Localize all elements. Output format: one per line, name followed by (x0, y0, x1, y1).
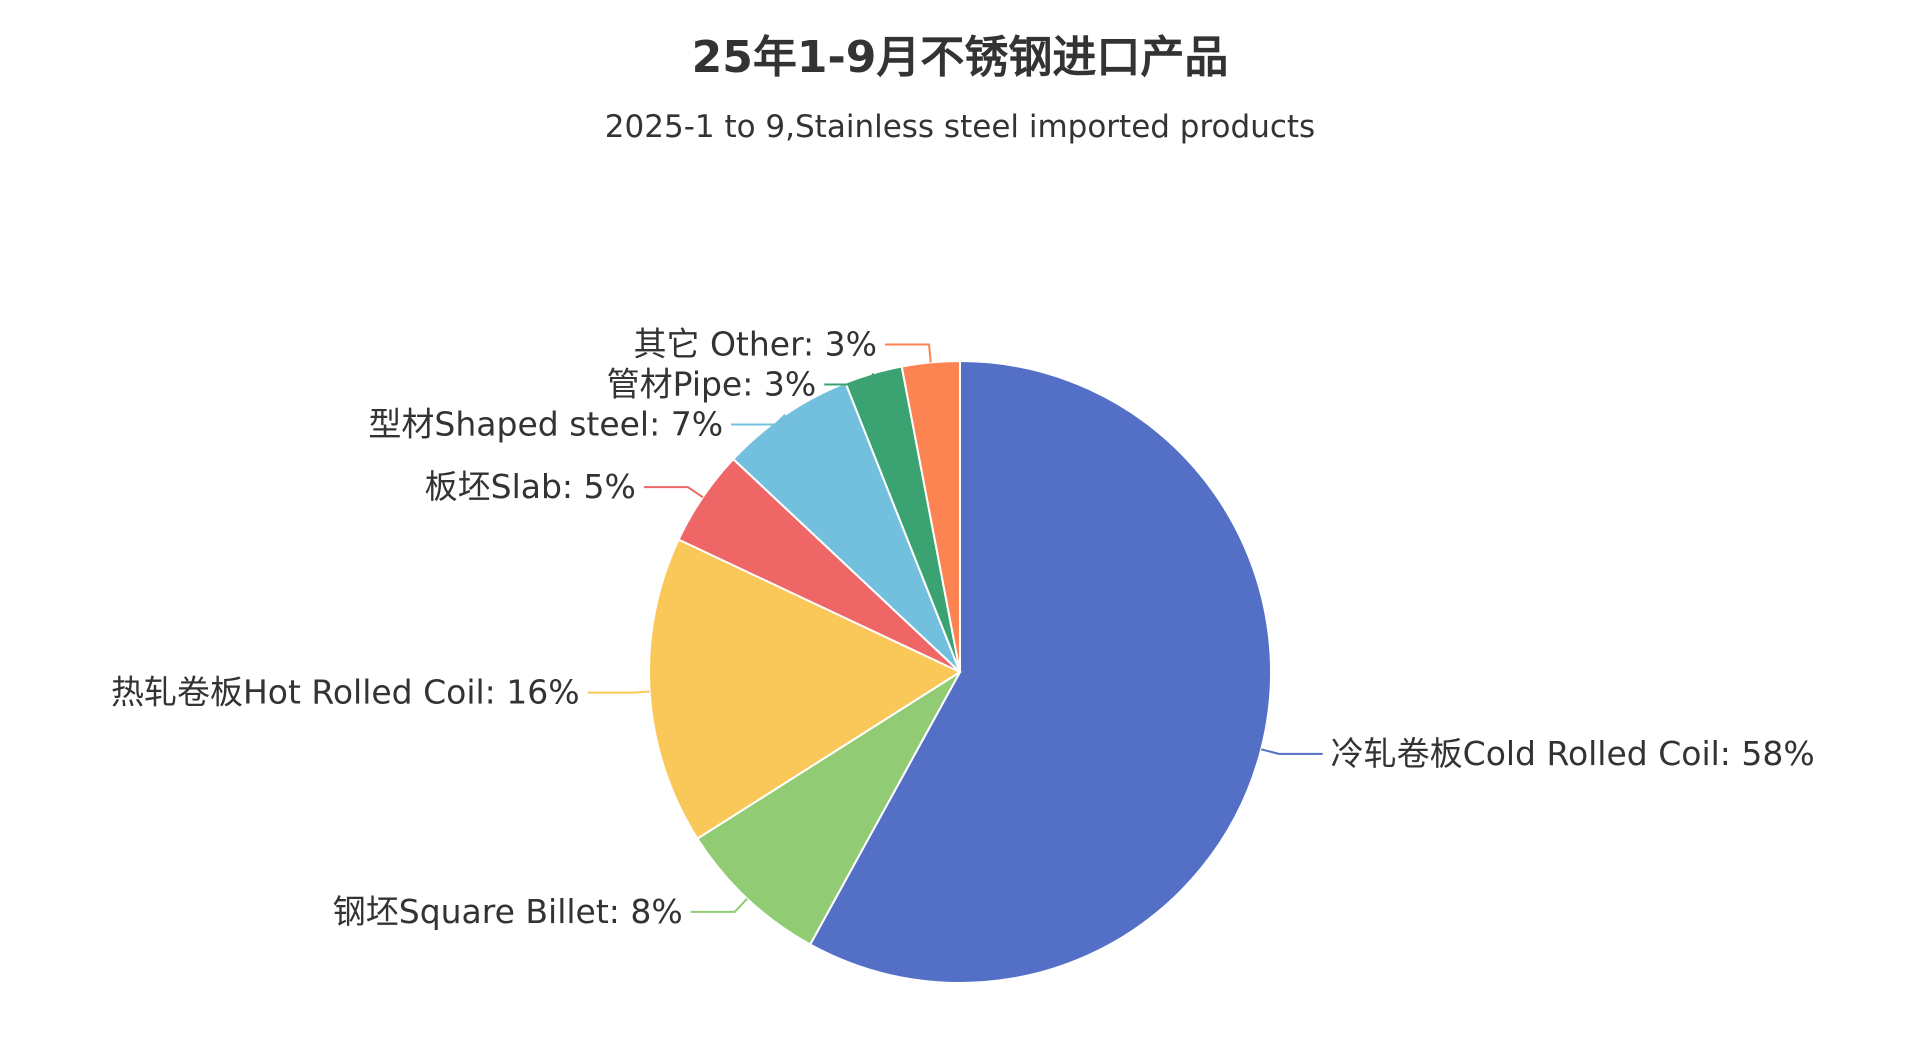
leader-line-other (885, 343, 932, 363)
pie-slice-square-billet[interactable] (696, 671, 961, 946)
slice-label-hot-rolled-coil: 热轧卷板Hot Rolled Coil: 16% (111, 673, 580, 712)
slice-label-shaped-steel: 型材Shaped steel: 7% (368, 404, 723, 443)
slice-labels: 冷轧卷板Cold Rolled Coil: 58% 钢坯Square Billet… (111, 324, 1815, 930)
slice-label-square-billet: 钢坯Square Billet: 8% (333, 892, 683, 931)
pie-slice-hot-rolled-coil[interactable] (648, 538, 963, 841)
slice-label-other: 其它 Other: 3% (633, 324, 877, 363)
slice-label-cold-rolled-coil: 冷轧卷板Cold Rolled Coil: 58% (1331, 734, 1815, 773)
pie-slices (648, 359, 1272, 984)
leader-line-slab (643, 486, 704, 499)
chart-subtitle: 2025-1 to 9,Stainless steel imported pro… (605, 109, 1315, 145)
leader-line-square-billet (690, 898, 748, 913)
pie-slice-other[interactable] (900, 359, 961, 673)
slice-label-pipe: 管材Pipe: 3% (607, 364, 817, 403)
leader-line-shaped-steel (731, 414, 786, 426)
leader-line-cold-rolled-coil (1260, 748, 1323, 755)
slice-label-slab: 板坯Slab: 5% (425, 467, 636, 506)
leader-line-pipe (824, 372, 875, 386)
leader-lines (587, 343, 1323, 913)
chart-title: 25年1-9月不锈钢进口产品 (692, 32, 1229, 83)
pie-slice-cold-rolled-coil[interactable] (808, 359, 1272, 984)
leader-line-hot-rolled-coil (587, 690, 650, 694)
